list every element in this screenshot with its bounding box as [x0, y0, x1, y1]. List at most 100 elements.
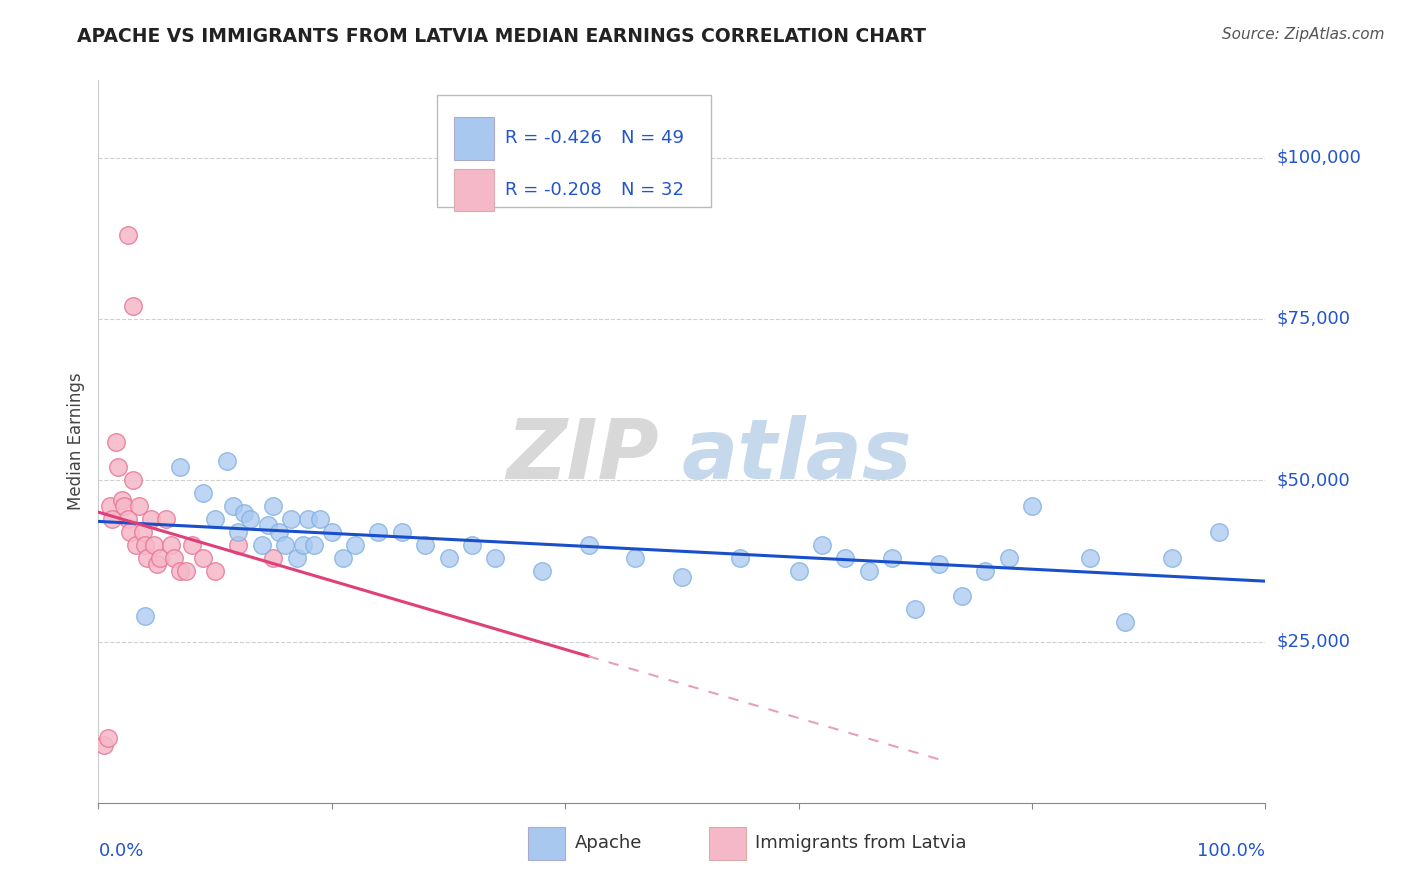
Text: $75,000: $75,000 [1277, 310, 1351, 328]
Point [1021, 499, 1043, 513]
Point [180, 538, 202, 552]
Point [169, 460, 191, 475]
Point [159, 538, 181, 552]
Point [309, 512, 332, 526]
Point [149, 550, 172, 565]
Point [169, 564, 191, 578]
Point [624, 550, 647, 565]
Point [215, 454, 238, 468]
Point [787, 564, 810, 578]
Point [204, 564, 226, 578]
Text: $25,000: $25,000 [1277, 632, 1351, 650]
Point [256, 518, 278, 533]
Text: 0.0%: 0.0% [98, 842, 143, 860]
Point [233, 506, 256, 520]
Point [228, 524, 250, 539]
Point [93, 738, 115, 752]
Point [117, 228, 139, 243]
Point [974, 564, 997, 578]
FancyBboxPatch shape [527, 827, 565, 860]
Point [262, 499, 284, 513]
Point [461, 538, 484, 552]
Point [139, 512, 162, 526]
Point [155, 512, 177, 526]
Point [111, 492, 134, 507]
Point [97, 731, 120, 746]
Point [125, 538, 148, 552]
Point [204, 512, 226, 526]
Point [297, 512, 319, 526]
Point [280, 512, 302, 526]
Point [136, 550, 159, 565]
Point [671, 570, 693, 584]
Point [193, 486, 215, 500]
Text: APACHE VS IMMIGRANTS FROM LATVIA MEDIAN EARNINGS CORRELATION CHART: APACHE VS IMMIGRANTS FROM LATVIA MEDIAN … [77, 27, 927, 45]
Text: N = 49: N = 49 [621, 129, 685, 147]
Point [904, 602, 927, 616]
Point [285, 550, 308, 565]
Point [413, 538, 436, 552]
Text: Source: ZipAtlas.com: Source: ZipAtlas.com [1222, 27, 1385, 42]
Point [239, 512, 262, 526]
Point [228, 538, 250, 552]
FancyBboxPatch shape [437, 95, 711, 207]
Point [193, 550, 215, 565]
Point [122, 473, 145, 487]
Point [101, 512, 124, 526]
Point [112, 499, 135, 513]
Point [118, 524, 141, 539]
Text: 100.0%: 100.0% [1198, 842, 1265, 860]
Text: atlas: atlas [682, 416, 912, 497]
Point [530, 564, 553, 578]
Point [122, 299, 145, 313]
Point [274, 538, 297, 552]
Point [858, 564, 880, 578]
Point [146, 557, 169, 571]
Point [321, 524, 343, 539]
Point [997, 550, 1019, 565]
Point [834, 550, 856, 565]
Text: R = -0.208: R = -0.208 [505, 181, 602, 199]
Point [269, 524, 291, 539]
Point [304, 538, 326, 552]
Point [730, 550, 752, 565]
Point [117, 512, 139, 526]
Y-axis label: Median Earnings: Median Earnings [67, 373, 86, 510]
Point [880, 550, 903, 565]
Point [107, 460, 129, 475]
Point [391, 524, 413, 539]
Point [811, 538, 834, 552]
Point [332, 550, 354, 565]
Point [98, 499, 121, 513]
Text: $50,000: $50,000 [1277, 471, 1350, 489]
Point [1114, 615, 1136, 630]
Text: ZIP: ZIP [506, 416, 658, 497]
Point [128, 499, 150, 513]
FancyBboxPatch shape [709, 827, 747, 860]
FancyBboxPatch shape [454, 117, 494, 160]
Point [174, 564, 197, 578]
Point [291, 538, 314, 552]
Point [163, 550, 186, 565]
Point [367, 524, 389, 539]
Point [437, 550, 460, 565]
Text: $100,000: $100,000 [1277, 149, 1361, 167]
Point [104, 434, 127, 449]
Point [578, 538, 600, 552]
Text: Apache: Apache [575, 833, 643, 852]
Point [143, 538, 166, 552]
Text: N = 32: N = 32 [621, 181, 685, 199]
Text: Immigrants from Latvia: Immigrants from Latvia [755, 833, 967, 852]
Point [484, 550, 506, 565]
Point [134, 538, 156, 552]
Point [1208, 524, 1230, 539]
Point [344, 538, 367, 552]
FancyBboxPatch shape [454, 169, 494, 211]
Point [928, 557, 950, 571]
Point [132, 524, 155, 539]
Point [250, 538, 273, 552]
Point [221, 499, 243, 513]
Point [950, 590, 973, 604]
Text: R = -0.426: R = -0.426 [505, 129, 602, 147]
Point [134, 608, 156, 623]
